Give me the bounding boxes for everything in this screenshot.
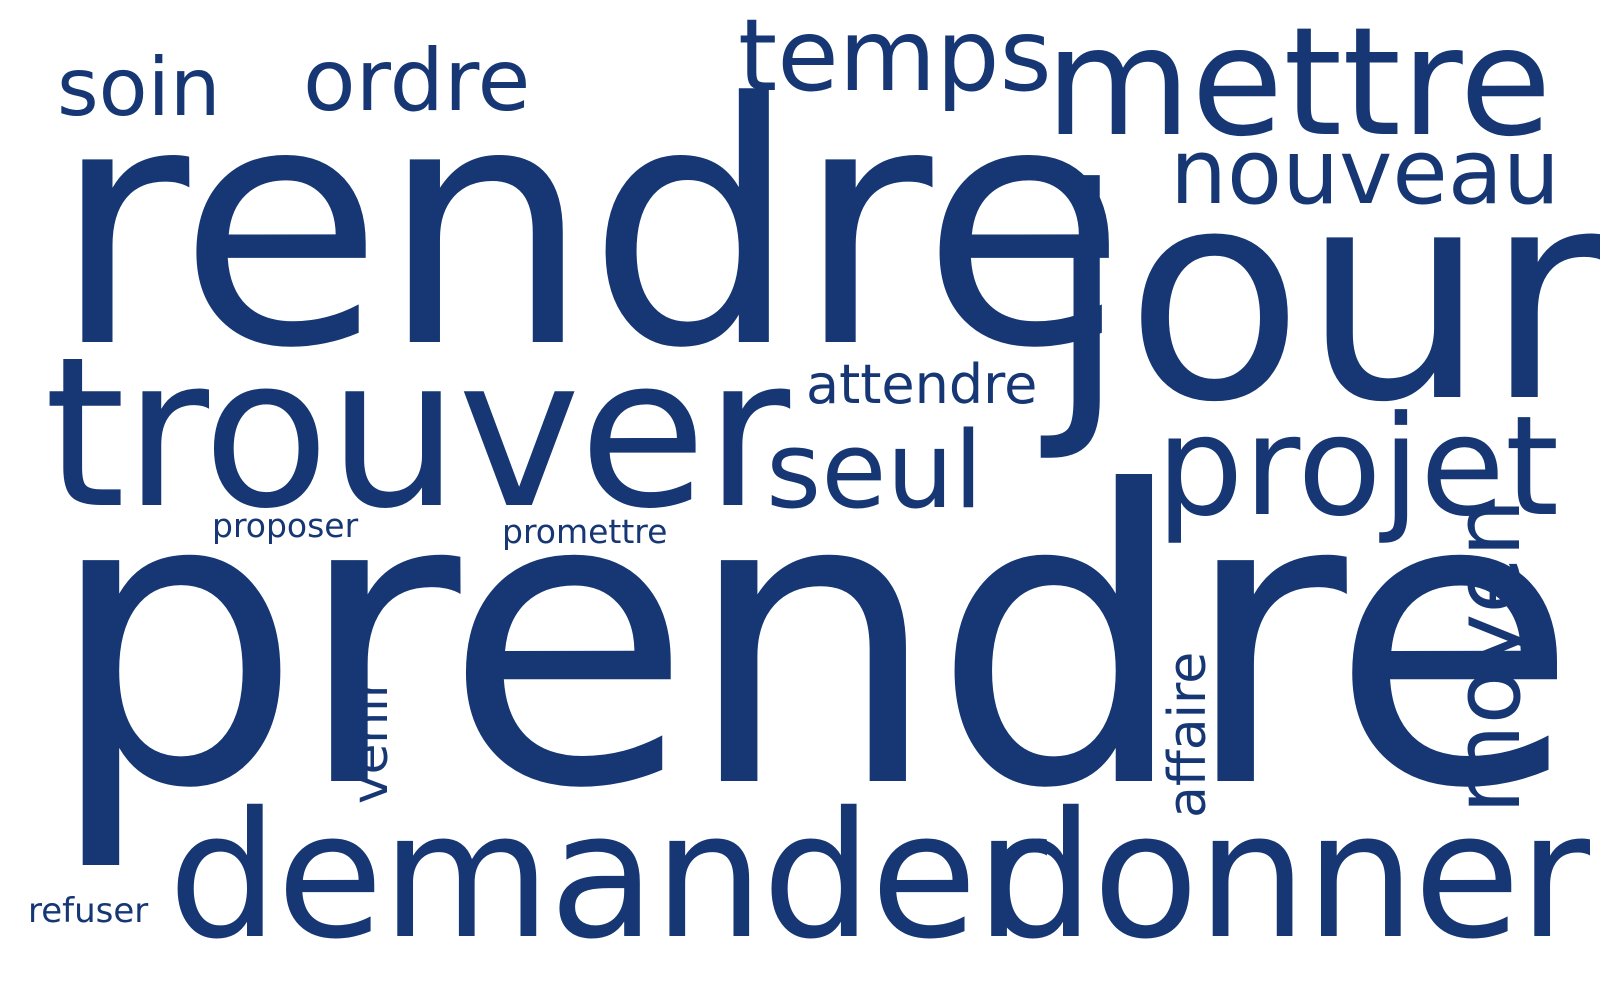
word-moyen: moyen bbox=[1434, 498, 1541, 814]
word-nouveau: nouveau bbox=[1170, 120, 1560, 225]
word-refuser: refuser bbox=[28, 891, 149, 931]
word-donner: donner bbox=[984, 775, 1590, 978]
word-demander: demander bbox=[168, 775, 1047, 978]
word-mettre: mettre bbox=[1045, 0, 1552, 170]
word-jour: jour bbox=[1046, 126, 1600, 466]
word-projet: projet bbox=[1156, 386, 1560, 547]
word-seul: seul bbox=[766, 409, 984, 532]
word-soin: soin bbox=[57, 41, 221, 134]
word-temps: temps bbox=[738, 0, 1052, 114]
word-attendre: attendre bbox=[806, 353, 1038, 416]
word-ordre: ordre bbox=[303, 31, 531, 131]
word-promettre: promettre bbox=[502, 512, 668, 551]
word-prendre: prendre bbox=[46, 407, 1578, 877]
word-rendre: rendre bbox=[52, 32, 1127, 421]
word-trouver: trouver bbox=[44, 313, 790, 555]
word-proposer: proposer bbox=[212, 506, 359, 545]
